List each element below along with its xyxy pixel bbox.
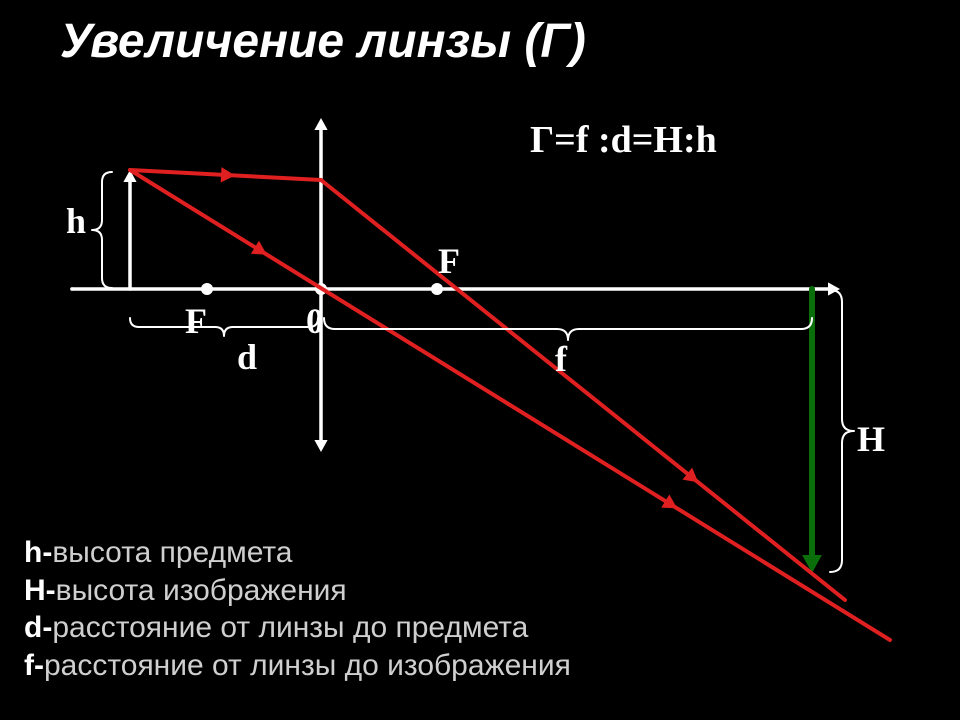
legend: h-высота предметаH-высота изображенияd-р…: [24, 534, 571, 684]
label-d: d: [237, 336, 257, 378]
legend-line: H-высота изображения: [24, 572, 571, 610]
legend-line: h-высота предмета: [24, 534, 571, 572]
legend-line: d-расстояние от линзы до предмета: [24, 609, 571, 647]
label-f: f: [555, 338, 567, 380]
slide-title: Увеличение линзы (Г): [60, 14, 586, 69]
label-H: H: [857, 418, 885, 460]
formula: Г=f :d=H:h: [530, 118, 717, 162]
label-F-left: F: [185, 300, 207, 342]
label-zero: 0: [306, 300, 324, 342]
legend-line: f-расстояние от линзы до изображения: [24, 647, 571, 685]
label-F-right: F: [438, 240, 460, 282]
label-h: h: [66, 200, 86, 242]
